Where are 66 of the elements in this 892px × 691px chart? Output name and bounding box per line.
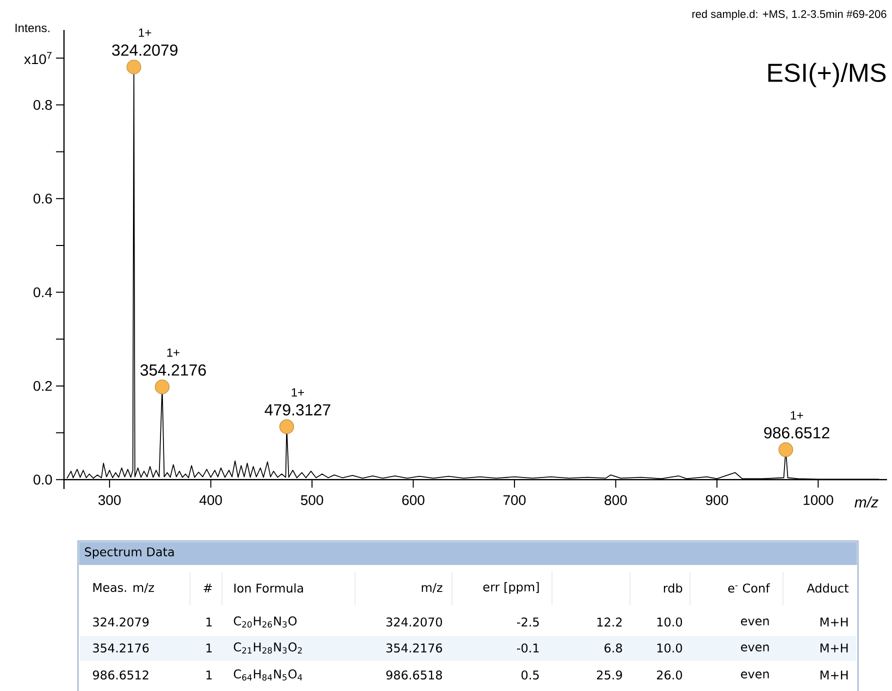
text: C$_{64}$H$_{84}$N$_{5}$O$_{4}$ — [234, 669, 302, 681]
text: 1 — [206, 670, 212, 680]
y-tick-label: 0.6 — [34, 194, 52, 204]
text: 10.0 — [657, 617, 682, 627]
text: m/z — [422, 583, 442, 593]
x-tick-label: 1000 — [804, 495, 834, 506]
text: 986.6518 — [386, 670, 442, 680]
text: 1 — [206, 618, 212, 626]
text: Adduct — [806, 583, 849, 593]
text: even — [740, 618, 769, 626]
text: 12.2 — [597, 618, 622, 626]
annotation: 1+ — [790, 411, 804, 420]
x-tick-label: 800 — [604, 495, 627, 506]
y-tick-label: 0.2 — [34, 380, 52, 391]
x-axis-title: m/z — [854, 496, 878, 508]
annotation: 479.3127 — [264, 404, 330, 416]
text: 324.2079 — [93, 617, 149, 627]
text: rdb — [664, 583, 682, 593]
y-tick-label: 0.0 — [34, 474, 52, 485]
text: Meas. m/z — [93, 583, 154, 593]
x-tick-label: 300 — [98, 495, 121, 506]
text: even — [740, 672, 769, 678]
text: # — [204, 584, 212, 592]
x-tick-label: 600 — [402, 495, 424, 506]
annotation: 1+ — [138, 28, 152, 37]
annotation: 324.2079 — [112, 44, 178, 56]
y-tick-label: 0.4 — [34, 287, 52, 298]
text: M+H — [820, 670, 848, 680]
text: 354.2176 — [93, 643, 149, 653]
x-tick-label: 500 — [300, 495, 324, 506]
text: C$_{21}$H$_{28}$N$_{3}$O$_{2}$ — [234, 642, 302, 654]
text: even — [740, 644, 769, 652]
text: Ion Formula — [234, 583, 303, 593]
x-tick-label: 400 — [199, 495, 222, 506]
text: -0.1 — [516, 643, 539, 653]
text: 324.2070 — [386, 617, 442, 627]
y-tick-label: x10$^{7}$ — [24, 52, 52, 64]
text: M+H — [820, 644, 848, 652]
text: -2.5 — [516, 617, 539, 627]
annotation: 354.2176 — [140, 364, 206, 376]
y-axis-title: Intens. — [16, 24, 50, 32]
text: C$_{20}$H$_{26}$N$_{3}$O — [234, 616, 297, 628]
point — [279, 419, 294, 434]
annotation: 1+ — [167, 348, 180, 357]
annotation: 986.6512 — [764, 427, 830, 438]
x-tick-label: 900 — [706, 495, 728, 506]
text: ESI(+)/MS — [768, 62, 886, 88]
text: err [ppm] — [483, 582, 539, 594]
point — [154, 380, 170, 394]
text: 1 — [206, 644, 212, 652]
text: Spectrum Data — [84, 547, 174, 559]
text: 26.0 — [656, 670, 682, 680]
text: 6.8 — [604, 643, 622, 653]
text: 10.0 — [657, 643, 682, 653]
text: e$^{-}$ Conf — [728, 583, 770, 593]
point — [778, 442, 794, 457]
text: 0.5 — [522, 670, 539, 680]
point — [126, 60, 142, 74]
chart-subtitle: red sample.d: +MS, 1.2-3.5min #69-206 — [692, 10, 886, 20]
text: 354.2176 — [386, 643, 442, 653]
x-tick-label: 700 — [504, 495, 526, 506]
text: 25.9 — [596, 670, 622, 680]
y-tick-label: 0.8 — [34, 100, 52, 110]
text: M+H — [820, 618, 848, 626]
text: 986.6512 — [92, 670, 148, 680]
annotation: 1+ — [292, 388, 304, 397]
